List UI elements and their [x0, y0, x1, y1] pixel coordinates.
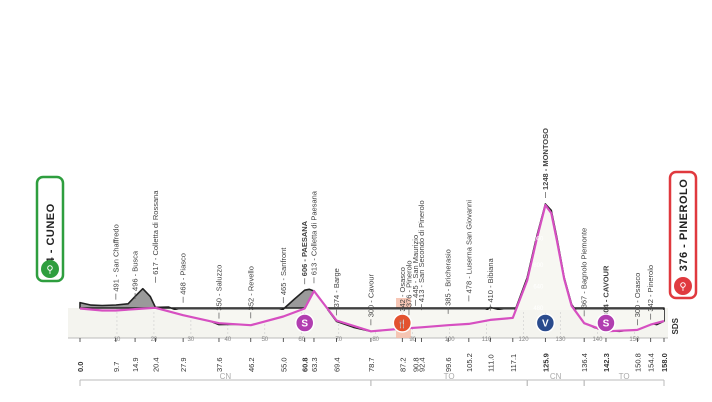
route-line: [79, 204, 665, 333]
place-label: 376 - Pinerolo: [404, 260, 413, 307]
start-bike-icon: [41, 260, 59, 278]
km-label: 46.2: [247, 357, 256, 372]
place-label: 300 - Cavour: [366, 273, 375, 317]
region-code: TO: [444, 372, 455, 381]
grid-km-label: 90: [409, 337, 416, 343]
place-label: 342 - Pinerolo: [646, 265, 655, 312]
sprint-marker-letter: S: [603, 319, 610, 330]
altitude-tick-label: 1000: [530, 236, 544, 242]
grid-km-label: 120: [519, 337, 530, 343]
km-label: 20.4: [151, 357, 160, 372]
grid-km-label: 40: [225, 337, 232, 343]
altitude-tick-label: 800: [533, 263, 544, 269]
sprint-marker: [294, 313, 315, 333]
grid-km-label: 20: [151, 337, 158, 343]
watermark-text: SDS: [671, 317, 680, 334]
place-label: 465 - Sanfront: [279, 247, 288, 295]
region-bands-layer: CN TO CN TO: [79, 372, 665, 386]
km-label: 99.6: [444, 357, 453, 372]
finish-town-label: 376 - PINEROLO: [678, 179, 690, 272]
km-label: 158.0: [660, 353, 669, 372]
place-label: 374 - Barge: [332, 268, 341, 307]
km-label: 90.8: [412, 357, 421, 372]
grid-km-label: 10: [114, 337, 121, 343]
km-label: 37.6: [215, 357, 224, 372]
km-label: 136.4: [580, 353, 589, 372]
km-label: 154.4: [647, 353, 656, 372]
km-label: 69.4: [333, 357, 342, 372]
place-label: 304 - CAVOUR: [601, 265, 610, 317]
place-label: 410 - Bibiana: [486, 257, 495, 302]
km-label: 9.7: [112, 362, 121, 372]
grid-km-label: 30: [188, 337, 195, 343]
place-label: 300 - Osasco: [633, 273, 642, 318]
km-axis-layer: 0.0 9.7 14.9 20.4 27.9 37.6 46.2 55.0 60.8 63.3 69…: [76, 338, 669, 372]
km-label: 150.8: [633, 353, 642, 372]
place-label: 468 - Piasco: [179, 253, 188, 295]
grid-km-label: 130: [555, 337, 566, 343]
finish-bike-glyph: ⚲: [679, 282, 686, 293]
place-label: 342 - Osasco: [398, 267, 407, 312]
place-label: 350 - Saluzzo: [214, 265, 223, 311]
km-label: 27.9: [179, 357, 188, 372]
grid-km-label: 150: [629, 337, 640, 343]
place-label: 385 - Bricherasio: [444, 249, 453, 306]
grid-km-label: 70: [335, 337, 342, 343]
region-code: CN: [220, 372, 232, 381]
grid-km-label: 100: [445, 337, 456, 343]
markers-layer: S 🍴 V S: [294, 313, 616, 333]
place-label: 413 - San Secondo di Pinerolo: [417, 200, 426, 302]
km-label: 142.3: [602, 353, 611, 372]
grid-km-label: 140: [592, 337, 603, 343]
place-label: 496 - Busca: [131, 250, 140, 291]
start-bike-glyph: ⚲: [46, 265, 53, 276]
km-label: 105.2: [465, 353, 474, 372]
km-label: 0.0: [76, 362, 85, 372]
place-label: 367 - Bagnolo Piemonte: [580, 228, 589, 308]
grid-km-label: 50: [261, 337, 268, 343]
km-label: 125.9: [541, 353, 550, 372]
km-label: 87.2: [398, 357, 407, 372]
feed-marker: [392, 313, 413, 333]
start-town-label: 514 - CUNEO: [45, 203, 57, 276]
feed-marker-letter: 🍴: [397, 319, 407, 329]
sprint-marker-letter: S: [301, 319, 308, 330]
altitude-tick-label: 480: [533, 306, 544, 312]
grid-km-label: 110: [482, 337, 492, 343]
place-label: 352 - Revello: [246, 266, 255, 310]
start-badge: 514 - CUNEO ⚲: [35, 175, 65, 283]
km-label: 78.7: [367, 357, 376, 372]
place-label: 478 - Luserna San Giovanni: [464, 200, 473, 294]
km-label: 117.1: [509, 354, 518, 372]
place-label: 606 - PAESANA: [300, 220, 309, 276]
place-labels-layer: 491 - San Chaffredo 496 - Busca 617 - Coll…: [111, 128, 655, 326]
km-label: 14.9: [131, 357, 140, 372]
place-label: 445 - San Maurizio: [411, 235, 420, 298]
km-label: 55.0: [279, 357, 288, 372]
gpm-marker-letter: V: [542, 319, 549, 330]
km-label: 92.4: [418, 357, 427, 372]
place-label: 613 - Colletta di Paesana: [309, 190, 318, 275]
finish-badge-frame: [668, 170, 698, 300]
km-label: 111.0: [486, 354, 495, 372]
finish-badge: 376 - PINEROLO ⚲: [668, 170, 698, 300]
grid-km-label: 80: [372, 337, 379, 343]
grid-km-label: 60: [298, 337, 305, 343]
gpm-marker: [535, 313, 556, 333]
altitude-tick-label: 640: [533, 285, 544, 291]
place-label: 491 - San Chaffredo: [111, 224, 120, 291]
start-badge-frame: [35, 175, 65, 283]
place-label: 1248 - MONTOSO: [541, 128, 550, 190]
km-label: 63.3: [310, 357, 319, 372]
finish-bike-icon: [674, 277, 692, 295]
place-label: 617 - Colletta di Rossana: [151, 190, 160, 275]
region-code: TO: [619, 372, 630, 381]
region-code: CN: [550, 372, 562, 381]
km-label: 60.8: [301, 357, 310, 372]
sprint-marker: [596, 313, 616, 333]
